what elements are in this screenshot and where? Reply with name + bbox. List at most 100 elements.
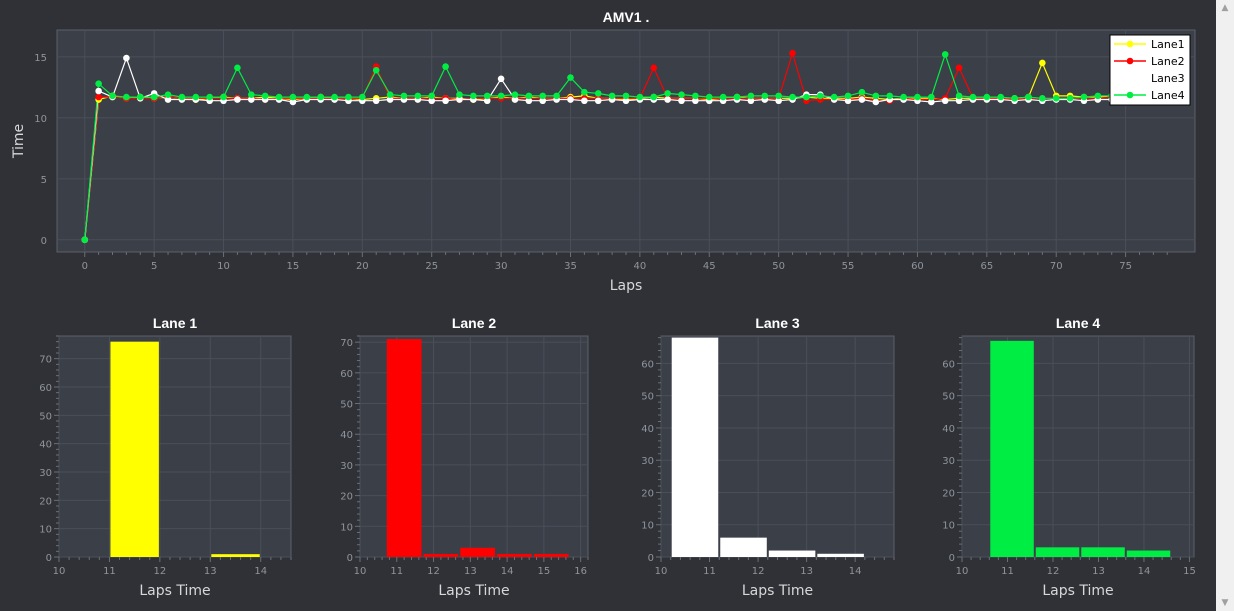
series-point xyxy=(1066,95,1074,102)
hist2-x-tick-label: 16 xyxy=(574,566,587,577)
series-point xyxy=(247,91,255,98)
main-x-tick-label: 65 xyxy=(980,261,993,272)
series-point xyxy=(803,93,810,101)
series-point xyxy=(692,92,699,100)
series-point xyxy=(719,93,727,101)
scroll-up-icon[interactable]: ▲ xyxy=(1221,3,1229,13)
series-point xyxy=(123,54,130,62)
hist3-x-tick-label: 11 xyxy=(703,566,716,577)
series-point xyxy=(1080,93,1088,101)
main-x-tick-label: 0 xyxy=(82,261,88,272)
hist2-y-tick-label: 30 xyxy=(340,461,353,472)
main-x-tick-label: 15 xyxy=(287,261,300,272)
series-point xyxy=(678,97,685,105)
main-gridlines xyxy=(57,30,1195,252)
series-point xyxy=(511,91,519,98)
hist1-y-tick-label: 50 xyxy=(39,411,52,422)
series-point xyxy=(747,97,755,105)
series-point xyxy=(317,93,324,101)
main-x-tick-label: 75 xyxy=(1119,261,1132,272)
hist1-title: Lane 1 xyxy=(153,315,198,331)
series-point xyxy=(220,93,227,101)
hist2-x-tick-label: 15 xyxy=(538,566,551,577)
hist2-bar xyxy=(423,553,459,557)
hist3-y-tick-label: 40 xyxy=(641,424,654,435)
series-point xyxy=(359,93,366,101)
series-point xyxy=(789,49,796,57)
hist4-y-tick-label: 30 xyxy=(942,456,955,467)
hist4-y-tick-label: 0 xyxy=(949,553,955,564)
series-point xyxy=(914,93,921,101)
hist3-bar xyxy=(720,537,767,557)
hist2-bar xyxy=(497,553,532,557)
hist1-plot-area xyxy=(58,335,292,558)
hist1-x-tick-label: 14 xyxy=(254,566,267,577)
series-point xyxy=(747,92,755,100)
hist2-x-tick-label: 10 xyxy=(354,566,367,577)
series-point xyxy=(955,92,963,100)
main-y-tick-label: 15 xyxy=(34,53,47,64)
hist4-y-tick-label: 20 xyxy=(942,488,955,499)
main-x-tick-label: 5 xyxy=(151,261,157,272)
hist4-y-tick-label: 40 xyxy=(942,424,955,435)
hist1-gridlines xyxy=(58,336,291,558)
series-point xyxy=(442,97,449,105)
series-point xyxy=(497,75,505,83)
series-point xyxy=(164,96,172,103)
series-point xyxy=(345,93,352,101)
hist3-y-tick-label: 10 xyxy=(641,521,654,532)
hist3-x-tick-label: 14 xyxy=(849,566,862,577)
series-point xyxy=(303,93,311,101)
series-point xyxy=(941,51,949,58)
series-point xyxy=(372,66,380,74)
series-point xyxy=(941,97,949,105)
series-point xyxy=(844,97,852,105)
hist4-title: Lane 4 xyxy=(1056,315,1101,331)
series-point xyxy=(289,98,297,106)
legend: Lane1 Lane2 Lane3 Lane4 xyxy=(1109,34,1191,106)
hist4-y-tick-label: 10 xyxy=(942,521,955,532)
series-point xyxy=(969,93,977,101)
series-point xyxy=(775,97,782,105)
main-x-tick-label: 25 xyxy=(425,261,438,272)
series-point xyxy=(983,93,991,101)
series-point xyxy=(456,96,463,103)
series-point xyxy=(136,93,144,101)
hist4-bar xyxy=(1126,550,1171,557)
legend-label: Lane2 xyxy=(1151,55,1185,68)
hist3-bar xyxy=(768,550,816,557)
series-point xyxy=(844,92,852,100)
series-point xyxy=(997,93,1005,101)
series-point xyxy=(470,92,477,100)
series-point xyxy=(414,92,422,100)
series-point xyxy=(1039,95,1046,102)
main-chart-title: AMV1 . xyxy=(603,9,650,25)
hist3-y-tick-label: 60 xyxy=(641,359,654,370)
series-point xyxy=(539,92,547,100)
main-x-tick-label: 40 xyxy=(634,261,647,272)
hist3-bar xyxy=(817,553,864,557)
hist1-x-tick-label: 10 xyxy=(53,566,66,577)
series-point xyxy=(761,92,769,100)
series-point xyxy=(206,93,213,101)
hist2-y-tick-label: 0 xyxy=(347,553,353,564)
main-y-tick-label: 5 xyxy=(41,175,47,186)
series-point xyxy=(1094,92,1102,100)
hist1-y-tick-label: 70 xyxy=(39,355,52,366)
series-point xyxy=(928,98,935,106)
hist2-x-tick-label: 12 xyxy=(427,566,440,577)
vertical-scrollbar[interactable]: ▲ ▼ xyxy=(1216,0,1234,611)
series-point xyxy=(900,93,907,101)
series-point xyxy=(1025,93,1032,101)
series-point xyxy=(428,97,436,105)
hist4-bar xyxy=(990,340,1034,557)
scroll-down-icon[interactable]: ▼ xyxy=(1221,598,1229,608)
hist3-y-tick-label: 20 xyxy=(641,488,654,499)
series-point xyxy=(1052,95,1060,102)
hist1-bar xyxy=(110,341,159,557)
series-point xyxy=(386,96,394,103)
series-point xyxy=(775,92,782,100)
series-point xyxy=(442,63,449,70)
